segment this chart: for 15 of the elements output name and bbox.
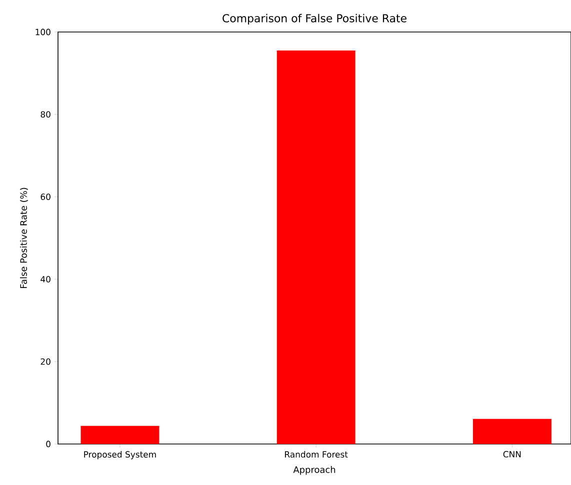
x-tick-label: Random Forest [285,451,348,458]
y-axis-title: False Positive Rate (%) [20,188,28,288]
x-tick-label: Proposed System [84,451,156,460]
y-tick-label: 40 [40,276,50,282]
bar [472,418,552,444]
bar [276,50,356,444]
y-tick-label: 100 [36,28,50,36]
x-tick-label: CNN [503,451,521,458]
bar [80,426,160,444]
x-axis-title: Approach [293,466,336,475]
y-tick-label: 60 [40,194,50,200]
y-tick-label: 0 [46,440,50,448]
chart-title: Comparison of False Positive Rate [222,14,406,24]
y-tick-label: 80 [40,111,50,118]
y-tick-label: 20 [40,358,50,365]
